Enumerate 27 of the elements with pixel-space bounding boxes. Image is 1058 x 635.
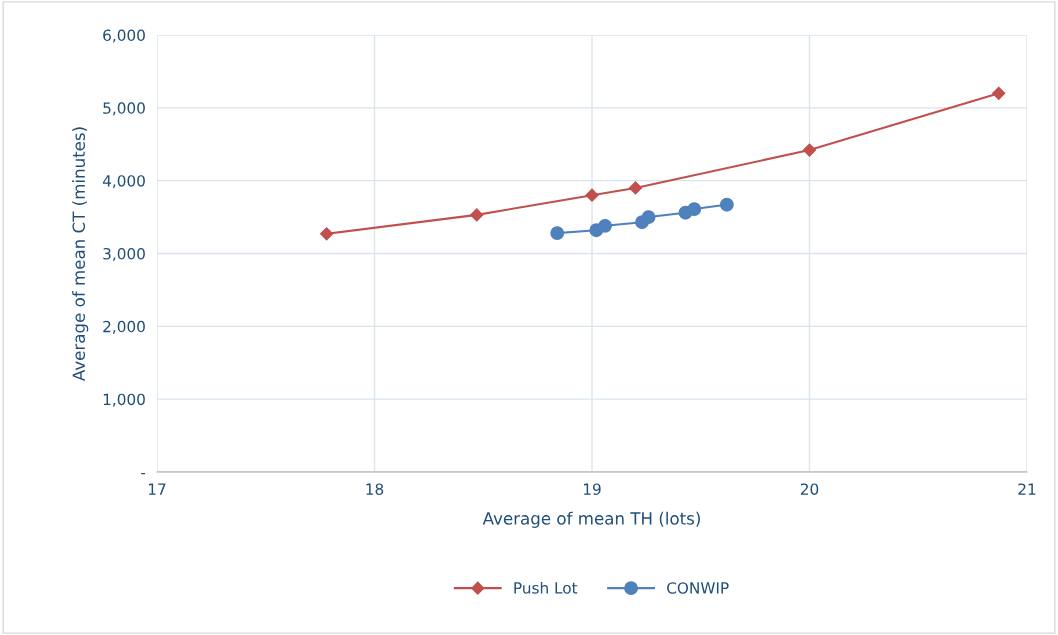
y-tick-label: 3,000 [103, 247, 145, 262]
y-tick-label: - [141, 473, 146, 475]
y-tick-label: 4,000 [102, 175, 145, 189]
point [585, 188, 599, 202]
point [470, 208, 484, 222]
y-axis-title: Average of mean CT (minutes) [72, 127, 89, 381]
y-tick-label: 1,000 [103, 393, 145, 407]
legend-label: Push Lot [514, 581, 578, 594]
x-axis-title: Average of mean TH (lots) [482, 511, 700, 528]
point [550, 226, 565, 241]
point [320, 227, 334, 241]
point [992, 86, 1006, 100]
x-tick-label: 20 [800, 483, 819, 495]
y-tick-label: 6,000 [103, 29, 145, 43]
point [641, 210, 656, 225]
y-tick-label: 2,000 [103, 320, 145, 334]
x-tick-label: 19 [583, 483, 601, 495]
x-tick-label: 18 [366, 483, 384, 495]
point [598, 218, 612, 233]
point [802, 143, 817, 157]
point [628, 181, 643, 195]
point [687, 202, 702, 217]
y-tick-label: 5,000 [103, 102, 145, 116]
point [719, 197, 734, 212]
legend-label: CONWIP [667, 582, 729, 594]
x-tick-label: 21 [1018, 483, 1036, 495]
x-tick-label: 17 [148, 483, 166, 495]
